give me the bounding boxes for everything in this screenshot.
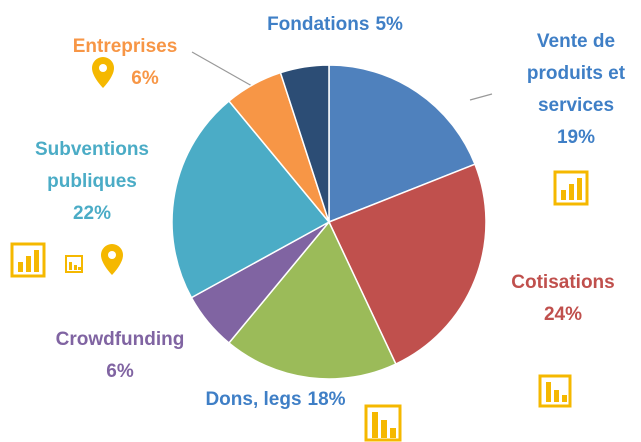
value-label: 19% [556,127,596,148]
slice-label: Dons, legs 18% [188,384,363,416]
icon [364,404,402,442]
slice-label: Cotisations 24% [488,267,638,331]
icon [538,374,572,408]
leader-line [469,93,493,101]
pie-slice [328,64,476,224]
pie-slice [171,99,331,299]
pie-slice [227,220,397,380]
icon [553,170,589,206]
category-name: Vente de produits et services [526,31,626,116]
value-label: 6% [106,361,134,382]
value-label: 22% [72,203,112,224]
icon [65,255,83,273]
value-label: 6% [131,68,159,89]
pin-icon [92,57,114,88]
pie-slice [279,64,330,223]
category-name: Subventions publiques [34,139,149,192]
category-name: Dons, legs [205,389,302,410]
pie-slice [327,163,487,366]
slice-label: Fondations 5% [240,9,430,41]
slice-label: Crowdfunding 6% [55,324,185,388]
category-name: Fondations [267,14,370,35]
category-name: Crowdfunding [55,329,185,350]
decorations [10,51,589,442]
slice-label: Vente de produits et services 19% [515,26,637,154]
slice-label: Entreprises 6% [55,31,195,95]
category-name: Entreprises [72,36,178,57]
slice-label: Subventions publiques 22% [22,134,162,230]
value-label: 5% [375,14,403,35]
category-name: Cotisations [511,272,615,293]
icon [10,242,46,278]
value-label: 18% [307,389,346,410]
leader-line [191,51,253,87]
value-label: 24% [543,304,583,325]
pin-icon [101,244,123,275]
